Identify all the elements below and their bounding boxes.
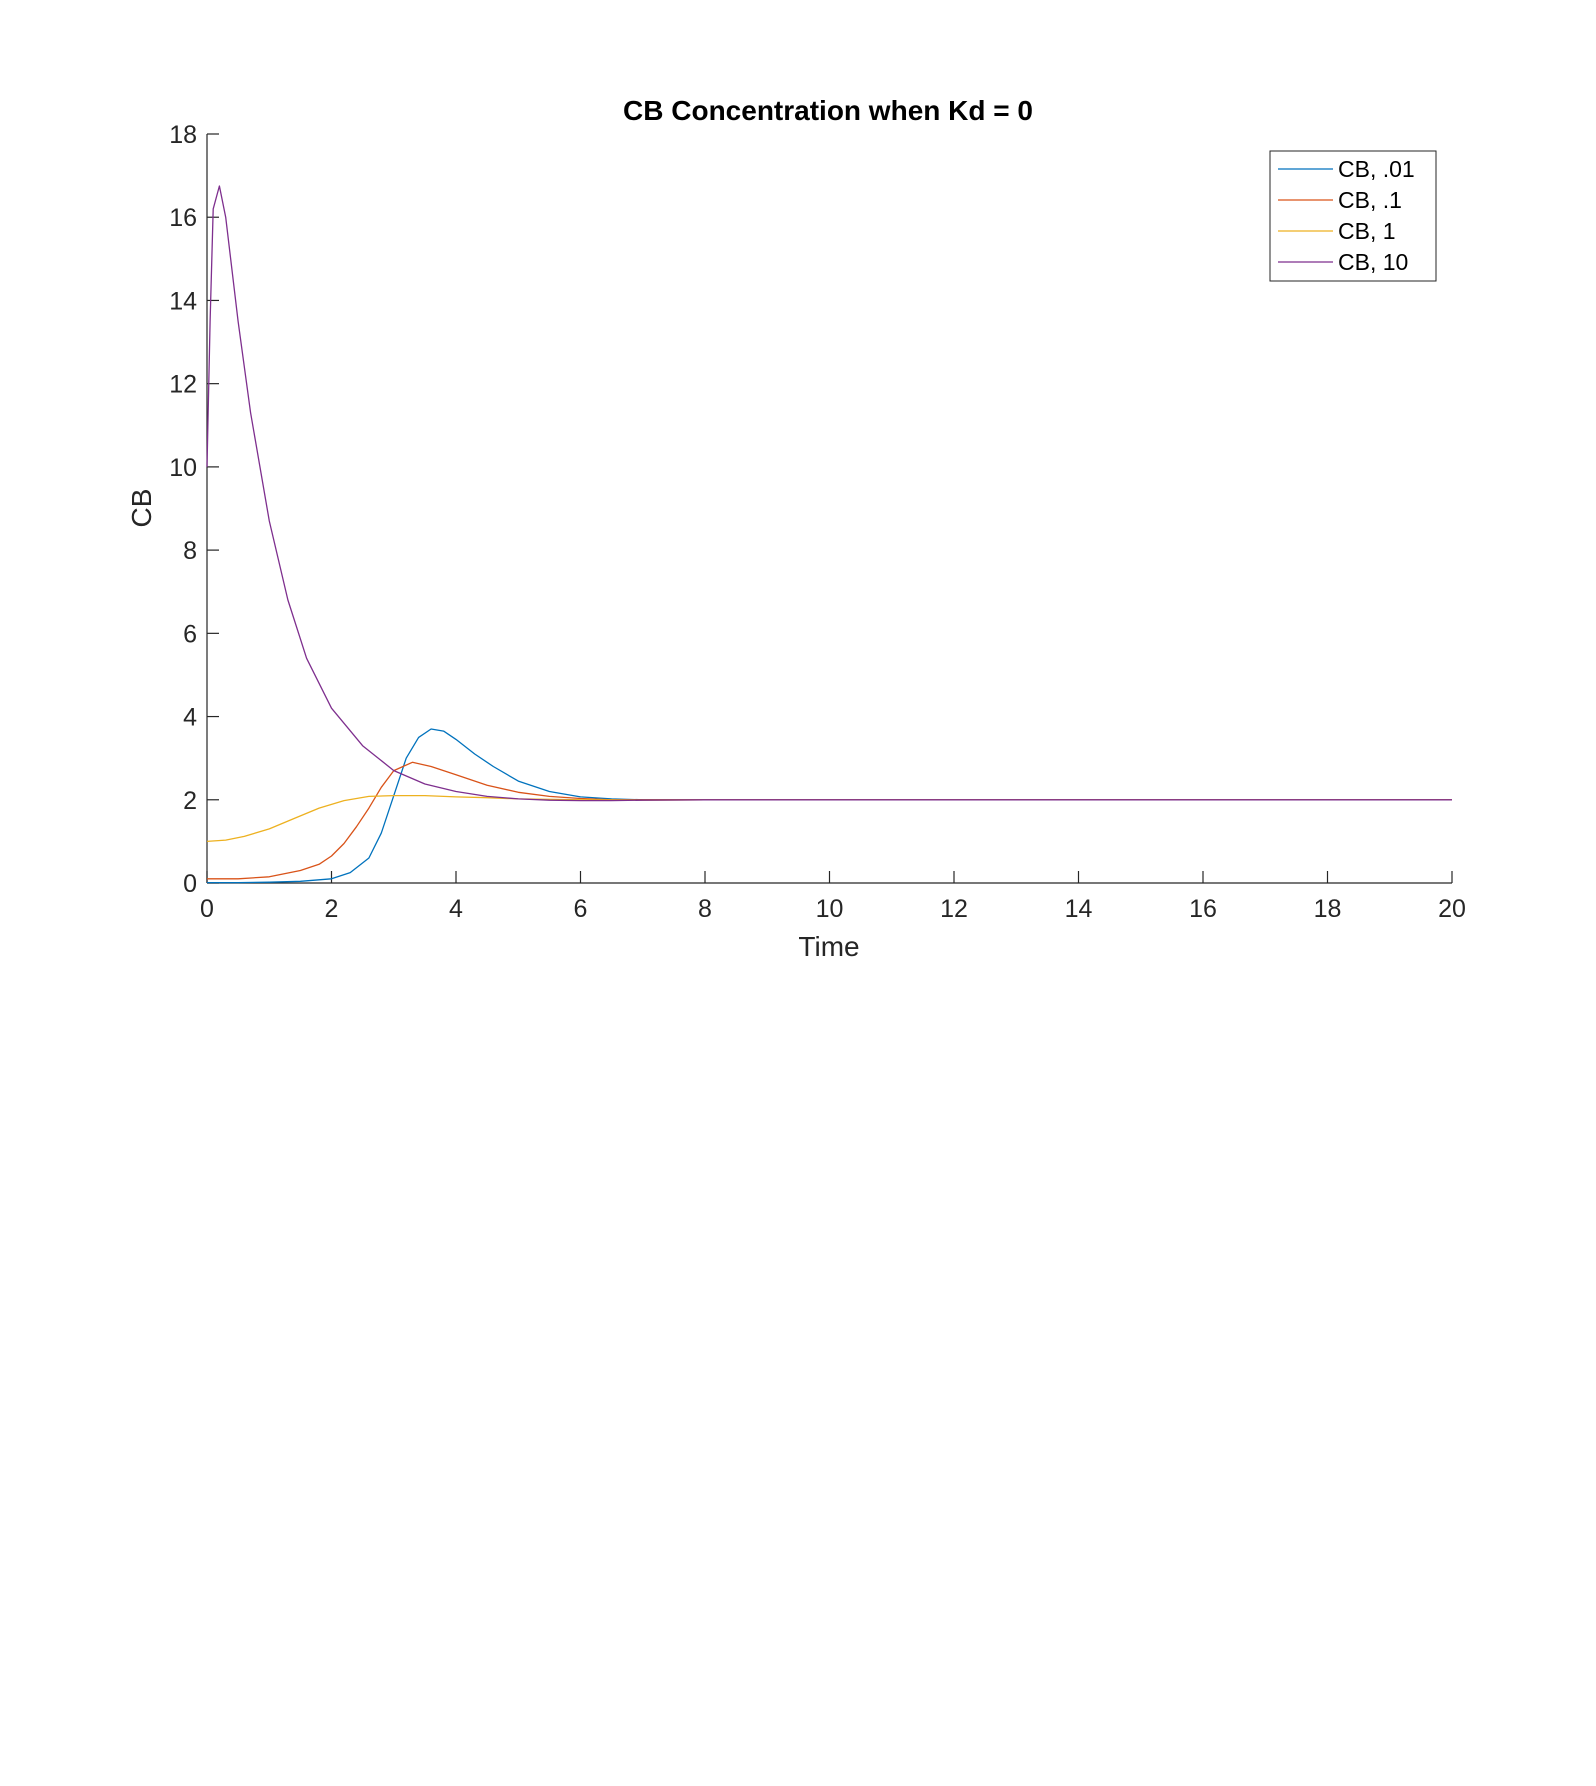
x-tick-label: 2 — [325, 895, 339, 923]
legend: CB, .01 CB, .1 CB, 1 CB, 10 — [1269, 150, 1437, 282]
x-ticks: 0 2 4 6 8 10 12 14 16 18 20 — [200, 871, 1466, 923]
x-tick-label: 16 — [1189, 895, 1217, 923]
x-tick-label: 18 — [1314, 895, 1342, 923]
x-tick-label: 4 — [449, 895, 463, 923]
plot-lines — [206, 185, 1452, 884]
x-tick-label: 0 — [200, 895, 214, 923]
legend-label: CB, 10 — [1338, 249, 1408, 275]
series-line-4 — [206, 185, 1452, 802]
x-tick-label: 14 — [1065, 895, 1093, 923]
legend-label: CB, .1 — [1338, 187, 1402, 213]
series-line-2 — [207, 761, 1452, 880]
y-axis-label: CB — [126, 489, 157, 528]
y-tick-label: 4 — [183, 704, 197, 732]
series-line-1 — [207, 728, 1452, 884]
y-tick-label: 14 — [169, 287, 197, 315]
x-axis-label: Time — [798, 931, 859, 962]
x-tick-label: 12 — [940, 895, 968, 923]
y-tick-label: 8 — [183, 537, 197, 565]
x-tick-label: 8 — [698, 895, 712, 923]
chart-title: CB Concentration when Kd = 0 — [623, 95, 1033, 126]
legend-label: CB, .01 — [1338, 156, 1415, 182]
y-tick-label: 6 — [183, 620, 197, 648]
y-tick-label: 0 — [183, 870, 197, 898]
series-line-3 — [206, 794, 1452, 843]
y-tick-label: 12 — [169, 371, 197, 399]
y-tick-label: 10 — [169, 454, 197, 482]
x-tick-label: 10 — [816, 895, 844, 923]
x-tick-label: 6 — [574, 895, 588, 923]
x-tick-label: 20 — [1438, 895, 1466, 923]
y-tick-label: 2 — [183, 787, 197, 815]
legend-label: CB, 1 — [1338, 218, 1396, 244]
y-ticks: 0 2 4 6 8 10 12 14 16 18 — [169, 121, 219, 898]
legend-box — [1269, 150, 1437, 282]
y-tick-label: 18 — [169, 121, 197, 149]
y-tick-label: 16 — [169, 204, 197, 232]
